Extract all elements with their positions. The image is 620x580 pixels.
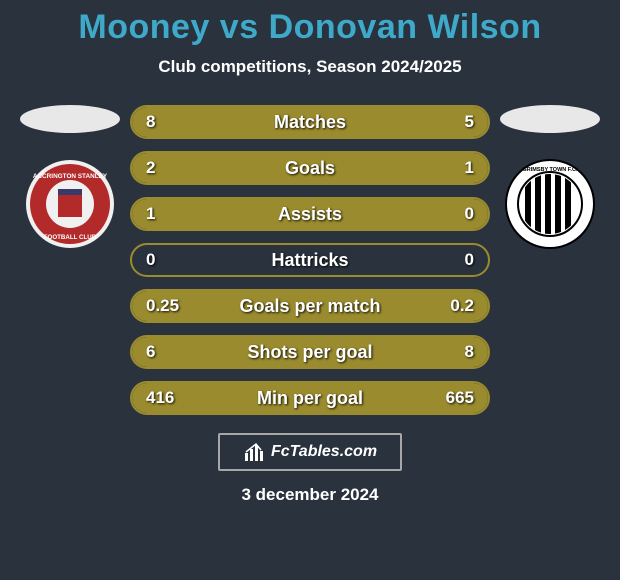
comparison-card: Mooney vs Donovan Wilson Club competitio… (0, 0, 620, 580)
svg-text:FOOTBALL CLUB: FOOTBALL CLUB (44, 234, 97, 241)
stat-row: 2 1 Goals (130, 151, 490, 185)
stat-row: 8 5 Matches (130, 105, 490, 139)
stat-value-left: 6 (146, 342, 155, 362)
stat-row: 0.25 0.2 Goals per match (130, 289, 490, 323)
stat-value-left: 1 (146, 204, 155, 224)
stat-label: Shots per goal (247, 342, 372, 363)
stat-row: 6 8 Shots per goal (130, 335, 490, 369)
stat-row: 416 665 Min per goal (130, 381, 490, 415)
stat-value-right: 0 (465, 250, 474, 270)
date-text: 3 december 2024 (241, 485, 378, 505)
right-player-col: GRIMSBY TOWN F.C. (490, 105, 610, 249)
stat-label: Assists (278, 204, 342, 225)
stat-value-right: 1 (465, 158, 474, 178)
left-team-badge: ACCRINGTON STANLEY FOOTBALL CLUB (25, 159, 115, 249)
stat-value-right: 0 (465, 204, 474, 224)
left-player-col: ACCRINGTON STANLEY FOOTBALL CLUB (10, 105, 130, 249)
stat-label: Goals per match (239, 296, 380, 317)
stat-label: Min per goal (257, 388, 363, 409)
left-player-photo-placeholder (20, 105, 120, 133)
stat-value-right: 0.2 (450, 296, 474, 316)
right-player-photo-placeholder (500, 105, 600, 133)
brand-badge[interactable]: FcTables.com (218, 433, 402, 471)
stat-value-right: 5 (465, 112, 474, 132)
stat-value-right: 665 (446, 388, 474, 408)
stat-value-left: 0 (146, 250, 155, 270)
stat-label: Hattricks (271, 250, 348, 271)
stat-value-right: 8 (465, 342, 474, 362)
stat-label: Goals (285, 158, 335, 179)
stats-column: 8 5 Matches 2 1 Goals 1 0 Assists 0 0 Hattricks 0.25… (130, 105, 490, 415)
stat-value-left: 416 (146, 388, 174, 408)
stat-value-left: 0.25 (146, 296, 179, 316)
brand-text: FcTables.com (271, 443, 377, 461)
grimsby-badge-icon: GRIMSBY TOWN F.C. (505, 159, 595, 249)
svg-text:ACCRINGTON STANLEY: ACCRINGTON STANLEY (33, 173, 108, 180)
stat-value-left: 2 (146, 158, 155, 178)
accrington-badge-icon: ACCRINGTON STANLEY FOOTBALL CLUB (25, 159, 115, 249)
stat-value-left: 8 (146, 112, 155, 132)
stat-row: 0 0 Hattricks (130, 243, 490, 277)
stat-row: 1 0 Assists (130, 197, 490, 231)
svg-text:GRIMSBY TOWN F.C.: GRIMSBY TOWN F.C. (522, 167, 578, 173)
subtitle: Club competitions, Season 2024/2025 (158, 57, 461, 77)
page-title: Mooney vs Donovan Wilson (78, 8, 541, 47)
main-row: ACCRINGTON STANLEY FOOTBALL CLUB 8 5 Match… (0, 105, 620, 415)
right-team-badge: GRIMSBY TOWN F.C. (505, 159, 595, 249)
chart-icon (243, 441, 265, 463)
stat-label: Matches (274, 112, 346, 133)
